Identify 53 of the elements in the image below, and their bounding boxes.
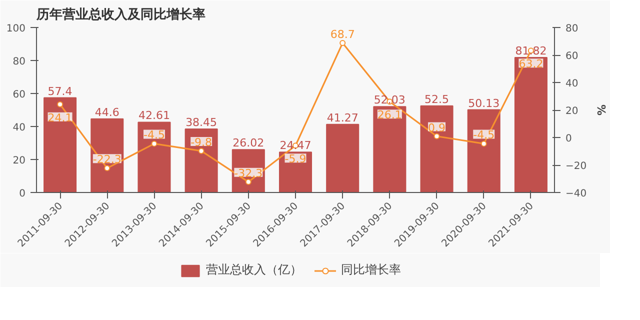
bar [467,109,500,192]
y2-tick-label: −20 [566,161,587,172]
point [57,101,64,108]
data-label: 24.1 [48,111,72,124]
data-label: -9.8 [190,136,212,149]
y2-axis-title: % [594,104,608,116]
legend-label: 营业总收入（亿） [206,262,302,278]
legend-label: 同比增长率 [341,262,401,278]
data-label: 42.61 [138,109,170,122]
data-label: 44.6 [94,106,120,119]
data-label: -4.5 [473,128,495,142]
y-tick-label: 100 [6,24,26,34]
point [434,133,440,140]
chart-title: 历年营业总收入及同比增长率 [36,6,206,22]
y2-tick-label: 60 [566,51,578,62]
point [245,178,252,185]
point [198,148,204,154]
data-label: -5.9 [284,152,306,166]
point [340,40,346,46]
data-label: 26.02 [232,136,264,150]
y-tick-label: 0 [19,188,26,200]
data-label: 0.9 [428,121,446,134]
y2-tick-label: 20 [566,106,578,117]
data-label: -4.5 [143,128,165,142]
data-label: 38.45 [186,116,218,130]
data-label: 63.2 [518,58,544,71]
data-label: -32.3 [234,166,263,180]
data-label: 52.5 [424,92,450,106]
data-label: 26.1 [377,108,402,122]
y-tick-label: 40 [12,122,26,134]
data-label: 50.13 [468,96,500,110]
y-tick-label: 20 [12,156,26,166]
y2-tick-label: 40 [566,78,578,90]
data-label: -22.3 [92,153,122,166]
point [104,165,110,172]
bar [373,106,406,192]
point [480,140,487,147]
y-tick-label: 60 [12,90,26,100]
y2-tick-label: 0 [566,134,572,144]
y2-tick-label: 80 [566,24,578,34]
bar [514,56,548,192]
bar [138,122,171,192]
y-tick-label: 80 [12,56,26,68]
bar [420,105,454,192]
data-label: 41.27 [326,111,358,124]
y2-tick-label: −40 [566,188,587,200]
bar [184,128,218,192]
data-label: 57.4 [48,84,72,98]
bar [44,97,77,192]
bar [90,118,124,192]
data-label: 68.7 [330,28,355,42]
point [151,140,158,147]
bar [326,124,360,192]
